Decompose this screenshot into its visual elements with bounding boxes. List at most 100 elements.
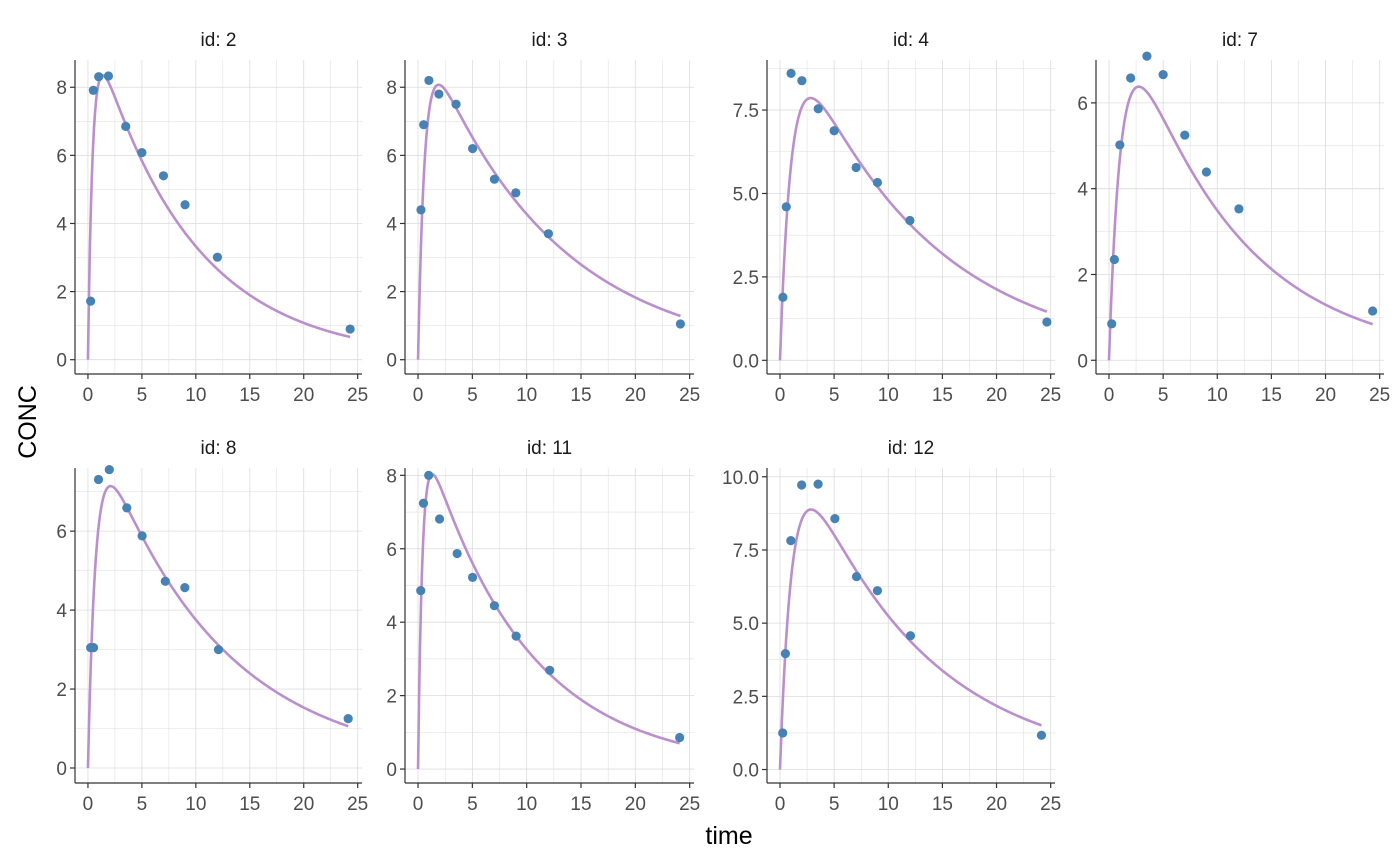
facet-panel: id: 8 0 2 4 6 0 5 10 15 20 25	[56, 438, 368, 815]
data-point	[418, 498, 429, 508]
x-tick-label: 15	[570, 385, 591, 406]
data-point	[104, 464, 114, 475]
x-tick-label: 15	[932, 794, 953, 815]
data-point	[872, 177, 883, 188]
data-point	[1368, 306, 1378, 316]
x-tick-label: 20	[293, 385, 314, 406]
y-tick-label: 0	[56, 351, 67, 372]
y-tick-label: 8	[386, 78, 397, 99]
data-point	[1142, 51, 1152, 61]
data-point	[434, 89, 444, 99]
y-tick-label: 0	[386, 760, 397, 781]
data-point	[467, 572, 478, 583]
data-point	[786, 536, 796, 546]
data-point	[160, 576, 170, 586]
data-point	[452, 548, 462, 559]
data-point	[88, 85, 98, 95]
data-point	[813, 104, 823, 114]
data-point	[1234, 204, 1244, 214]
x-tick-label: 5	[467, 794, 478, 815]
facet-strip-title: id: 12	[888, 438, 934, 459]
panel-grid	[767, 468, 1055, 783]
y-tick-label: 6	[386, 540, 397, 561]
x-tick-label: 0	[83, 794, 94, 815]
y-tick-label: 0.0	[733, 351, 759, 372]
x-tick-label: 25	[1369, 385, 1390, 406]
x-tick-label: 10	[185, 794, 206, 815]
data-point	[905, 215, 915, 226]
x-tick-label: 5	[137, 385, 148, 406]
x-tick-label: 20	[986, 385, 1007, 406]
x-tick-label: 5	[829, 385, 840, 406]
data-point	[489, 174, 500, 184]
data-point	[797, 76, 807, 86]
data-point	[511, 188, 521, 198]
x-tick-label: 25	[1040, 794, 1061, 815]
fitted-curve	[1107, 85, 1374, 361]
data-point	[88, 643, 99, 653]
y-tick-label: 7.5	[733, 541, 759, 562]
data-point	[137, 148, 147, 158]
data-point	[343, 714, 353, 724]
x-tick-label: 10	[516, 385, 537, 406]
data-point	[1042, 317, 1052, 327]
facet-strip-title: id: 2	[201, 30, 237, 51]
data-point	[545, 665, 555, 675]
facet-panel: id: 4 0.0 2.5 5.0 7.5 0 5 10 15 20 25	[733, 30, 1062, 406]
data-point	[511, 631, 521, 641]
x-tick-label: 10	[878, 385, 899, 406]
x-tick-label: 20	[1315, 385, 1336, 406]
x-tick-label: 25	[347, 794, 368, 815]
facet-panel: id: 2 0 2 4 6 8 0 5 10 15 20 25	[56, 30, 368, 406]
x-tick-label: 15	[239, 794, 260, 815]
data-point	[778, 292, 788, 302]
y-tick-label: 6	[56, 522, 67, 543]
data-point	[158, 171, 169, 181]
x-tick-label: 10	[1207, 385, 1228, 406]
x-tick-label: 20	[625, 385, 646, 406]
facet-strip-title: id: 4	[893, 30, 929, 51]
x-tick-label: 10	[185, 385, 206, 406]
y-tick-label: 6	[386, 146, 397, 167]
data-point	[1180, 130, 1190, 140]
y-tick-label: 5.0	[733, 184, 759, 205]
facet-strip-title: id: 3	[532, 30, 568, 51]
data-point	[93, 474, 104, 485]
y-tick-label: 2	[386, 687, 397, 708]
x-tick-label: 5	[829, 794, 840, 815]
x-tick-label: 0	[413, 794, 424, 815]
y-tick-label: 4	[56, 214, 67, 235]
data-point	[872, 586, 883, 596]
y-tick-label: 4	[56, 601, 67, 622]
data-point	[424, 75, 434, 86]
y-tick-label: 8	[56, 78, 67, 99]
y-tick-label: 4	[386, 613, 397, 634]
data-point	[451, 99, 461, 109]
data-point	[467, 143, 478, 154]
data-point	[213, 644, 224, 655]
data-point	[345, 324, 355, 334]
data-point	[1107, 319, 1117, 329]
x-tick-label: 0	[775, 794, 786, 815]
x-tick-label: 25	[1040, 385, 1061, 406]
x-axis-title: time	[705, 822, 752, 850]
data-point	[1201, 167, 1212, 177]
data-point	[829, 126, 839, 136]
data-point	[86, 296, 96, 306]
y-tick-label: 2.5	[733, 268, 759, 289]
x-tick-label: 5	[1158, 385, 1169, 406]
data-point	[813, 479, 823, 489]
y-tick-label: 0	[56, 759, 67, 780]
y-axis-title: CONC	[14, 385, 42, 459]
data-point	[419, 120, 429, 130]
y-tick-label: 5.0	[733, 614, 759, 635]
facet-panel: id: 12 0.0 2.5 5.0 7.5 10.0 0 5 10 15 20 25	[722, 438, 1061, 815]
panel-grid	[405, 60, 694, 374]
x-tick-label: 5	[137, 794, 148, 815]
y-tick-label: 4	[1077, 180, 1088, 201]
fitted-curve	[778, 508, 1042, 770]
data-point	[416, 205, 426, 215]
fitted-curve	[778, 96, 1048, 361]
